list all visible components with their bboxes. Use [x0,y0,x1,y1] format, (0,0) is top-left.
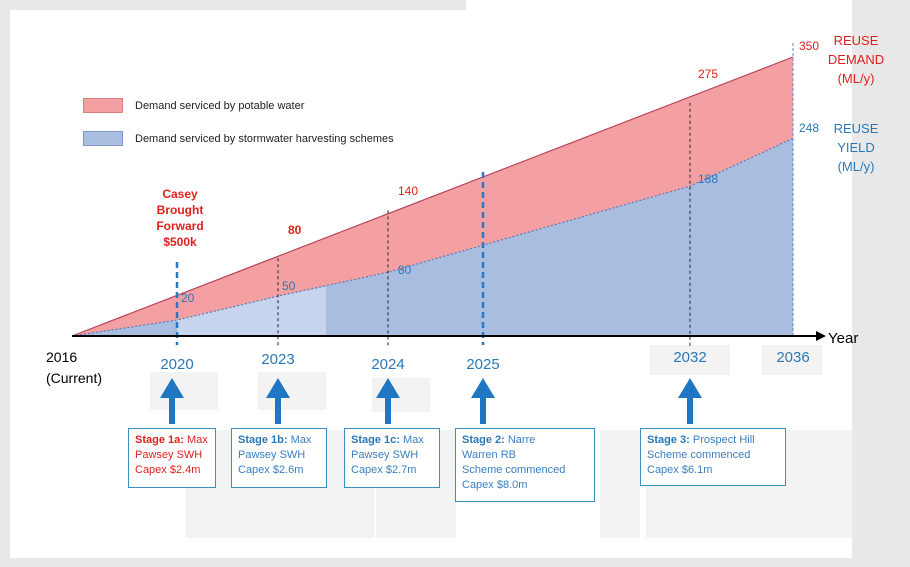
stage-text: Pawsey SWH [135,449,203,461]
milestone-year-label: 2032 [673,349,706,366]
stage-arrow-shaft [480,397,486,424]
milestone-year-label: 2025 [466,356,499,373]
stage-arrow-head [266,378,290,398]
stage-arrow-head [678,378,702,398]
reuse-demand-line: (ML/y) [837,71,875,86]
milestone-year-label: 2023 [261,351,294,368]
stage-text: Pawsey SWH [351,449,419,461]
reuse-demand-line: DEMAND [827,52,885,67]
stage-box-3: Stage 3: Prospect Hill Scheme commenced … [640,428,786,486]
stage-name: Stage 1a: [135,434,184,446]
yield-data-label: 248 [799,121,819,135]
reuse-demand-label: REUSE DEMAND (ML/y) [826,31,886,88]
demand-line [71,56,794,337]
stage-arrow-shaft [169,397,175,424]
stage-box-1c: Stage 1c: Max Pawsey SWH Capex $2.7m [344,428,440,488]
demand-data-label: 350 [799,39,819,53]
stage-text: Scheme commenced [462,464,566,476]
stage-name: Stage 1b: [238,434,288,446]
stage-text: Scheme commenced [647,449,751,461]
reuse-yield-line: (ML/y) [837,159,875,174]
demand-data-label: 275 [698,67,718,81]
stage-box-2: Stage 2: Narre Warren RB Scheme commence… [455,428,595,502]
milestone-year-label: 2024 [371,356,404,373]
reuse-yield-line: YIELD [837,140,875,155]
stormwater-area-light [177,286,326,336]
casey-line: Brought [156,203,204,217]
demand-data-label: 80 [288,223,302,237]
stage-text: Capex $6.1m [647,464,713,476]
demand-data-label: 140 [398,184,418,198]
yield-data-label: 188 [698,172,718,186]
ghost-block [150,372,218,410]
stage-text: Capex $2.7m [351,464,417,476]
legend-label-stormwater: Demand serviced by stormwater harvesting… [135,133,394,145]
stage-arrow-head [376,378,400,398]
ghost-block [762,345,822,375]
stage-text: Max [402,434,424,446]
stage-arrow-shaft [275,397,281,424]
stage-text: Prospect Hill [692,434,755,446]
stage-box-1b: Stage 1b: Max Pawsey SWH Capex $2.6m [231,428,327,488]
yield-data-label: 80 [398,263,412,277]
legend-swatch-potable [83,98,123,113]
start-label: (Current) [46,370,102,386]
reuse-yield-label: REUSE YIELD (ML/y) [826,119,886,176]
reuse-yield-line: REUSE [833,121,879,136]
milestone-year-label: 2020 [160,356,193,373]
stage-name: Stage 3: [647,434,690,446]
stage-text: Max [290,434,312,446]
milestone-year-label: 2036 [776,349,809,366]
ghost-block [600,430,640,538]
x-axis-arrowhead [816,331,826,341]
top-left-grey-strip [0,0,466,10]
stage-arrow-shaft [687,397,693,424]
casey-annotation: Casey Brought Forward $500k [150,186,210,250]
stage-text: Capex $2.4m [135,464,201,476]
casey-line: Casey [162,187,198,201]
reuse-demand-line: REUSE [833,33,879,48]
stage-name: Stage 1c: [351,434,400,446]
stage-name: Stage 2: [462,434,505,446]
left-grey-strip [0,0,10,567]
stage-text: Max [186,434,208,446]
stage-text: Narre [507,434,536,446]
stormwater-area [72,138,793,336]
stage-arrow-head [160,378,184,398]
stage-box-1a: Stage 1a: Max Pawsey SWH Capex $2.4m [128,428,216,488]
yield-line [71,137,794,337]
yield-data-label: 20 [181,291,195,305]
ghost-block [650,345,730,375]
right-grey-panel [852,0,910,567]
bottom-grey-strip [0,558,852,567]
ghost-block [258,372,326,410]
stage-arrow-head [471,378,495,398]
start-label: 2016 [46,349,77,365]
stage-text: Capex $8.0m [462,479,528,491]
stage-text: Capex $2.6m [238,464,304,476]
stage-text: Warren RB [462,449,516,461]
casey-line: Forward [156,219,204,233]
stage-arrow-shaft [385,397,391,424]
yield-data-label: 50 [282,279,296,293]
legend-label-potable: Demand serviced by potable water [135,100,305,112]
stage-text: Pawsey SWH [238,449,306,461]
casey-line: $500k [163,235,197,249]
legend-swatch-stormwater [83,131,123,146]
x-axis-label: Year [828,330,858,347]
